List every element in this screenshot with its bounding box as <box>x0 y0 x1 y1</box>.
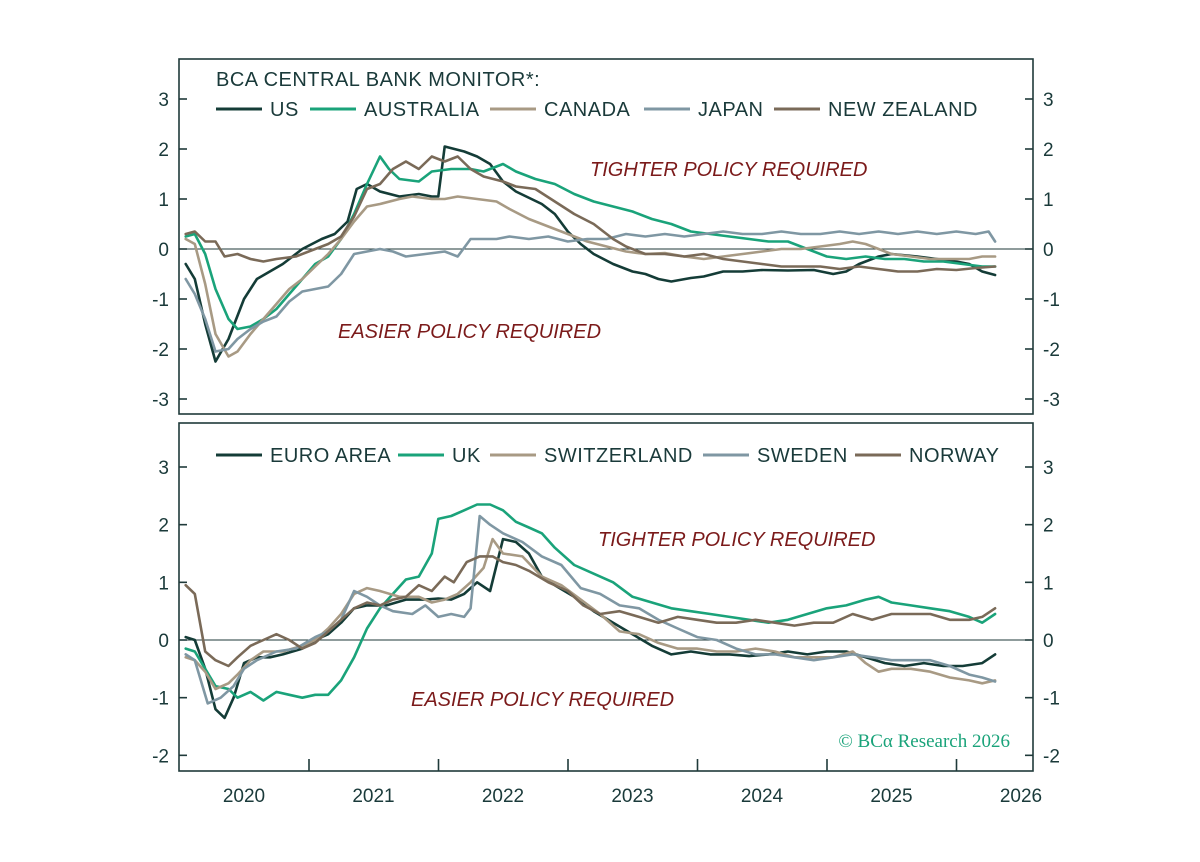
top-series-us <box>184 145 997 363</box>
top-annotation-easier: EASIER POLICY REQUIRED <box>338 321 601 343</box>
bottom-series-euro-area <box>184 537 997 720</box>
top-ytick-label-left: 0 <box>158 240 169 261</box>
top-ytick-label-right: -3 <box>1043 390 1060 411</box>
bottom-ytick-label-right: -2 <box>1043 746 1060 767</box>
bottom-annotation-easier: EASIER POLICY REQUIRED <box>411 689 674 711</box>
x-tick-label: 2023 <box>611 786 653 807</box>
top-ytick-label-right: 3 <box>1043 90 1054 111</box>
top-legend-label: US <box>270 99 299 121</box>
bottom-series-switzerland <box>184 537 997 691</box>
bottom-series-uk <box>184 503 997 702</box>
top-legend-label: AUSTRALIA <box>364 99 480 121</box>
top-ytick-label-left: -2 <box>152 340 169 361</box>
bottom-ytick-label-right: 2 <box>1043 516 1054 537</box>
x-tick-label: 2021 <box>352 786 394 807</box>
x-tick-label: 2020 <box>223 786 265 807</box>
bottom-ytick-label-right: -1 <box>1043 689 1060 710</box>
bottom-annotation-tighter: TIGHTER POLICY REQUIRED <box>598 529 875 551</box>
bottom-ytick-label-right: 1 <box>1043 573 1054 594</box>
top-ytick-label-left: -1 <box>152 290 169 311</box>
top-series-australia <box>184 155 997 331</box>
top-legend-label: NEW ZEALAND <box>828 99 978 121</box>
bottom-legend-label: SWITZERLAND <box>544 445 693 467</box>
bottom-legend-label: EURO AREA <box>270 445 391 467</box>
bottom-ytick-label-left: 1 <box>158 573 169 594</box>
top-plot-frame <box>178 58 1034 415</box>
x-tick-label: 2022 <box>482 786 524 807</box>
bottom-ytick-label-left: 0 <box>158 631 169 652</box>
bottom-series-sweden <box>184 514 997 705</box>
top-ytick-label-right: -2 <box>1043 340 1060 361</box>
top-series-japan <box>184 230 997 353</box>
top-series-canada <box>184 195 997 358</box>
top-legend-title: BCA CENTRAL BANK MONITOR*: <box>216 69 540 91</box>
bottom-panel: -2 -2 -1 -1 0 0 1 1 2 2 3 3 2020 2021 2022 2023 2024 2025… <box>152 422 1060 807</box>
top-legend-label: JAPAN <box>698 99 763 121</box>
top-ytick-label-left: -3 <box>152 390 169 411</box>
x-tick-label: 2024 <box>741 786 784 807</box>
top-ytick-label-left: 2 <box>158 140 169 161</box>
bottom-ytick-label-left: 2 <box>158 516 169 537</box>
top-ytick-label-right: 0 <box>1043 240 1054 261</box>
bottom-ytick-label-left: 3 <box>158 458 169 479</box>
top-legend-label: CANADA <box>544 99 631 121</box>
top-panel: -3 -3 -2 -2 -1 -1 0 0 1 1 2 2 3 3 US AUSTRALIA CANADA JAP… <box>152 58 1060 415</box>
top-ytick-label-right: 1 <box>1043 190 1054 211</box>
top-series-new-zealand <box>184 155 997 273</box>
top-ytick-label-left: 1 <box>158 190 169 211</box>
x-tick-label: 2026 <box>1000 786 1042 807</box>
bottom-plot-frame <box>178 422 1034 772</box>
bottom-series-norway <box>184 555 997 668</box>
top-ytick-label-left: 3 <box>158 90 169 111</box>
bottom-ytick-label-right: 0 <box>1043 631 1054 652</box>
x-tick-label: 2025 <box>870 786 912 807</box>
bottom-legend-label: SWEDEN <box>757 445 848 467</box>
bottom-ytick-label-right: 3 <box>1043 458 1054 479</box>
bottom-ytick-label-left: -2 <box>152 746 169 767</box>
top-annotation-tighter: TIGHTER POLICY REQUIRED <box>590 159 867 181</box>
bottom-ytick-label-left: -1 <box>152 689 169 710</box>
top-ytick-label-right: -1 <box>1043 290 1060 311</box>
top-ytick-label-right: 2 <box>1043 140 1054 161</box>
bottom-legend-label: UK <box>452 445 481 467</box>
bottom-legend-label: NORWAY <box>909 445 999 467</box>
copyright-notice: © BCα Research 2026 <box>838 731 1010 752</box>
